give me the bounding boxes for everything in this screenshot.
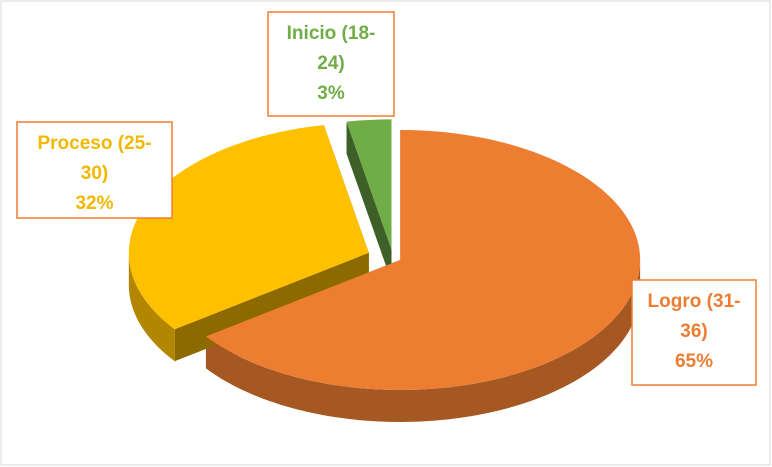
category-label: Inicio (18-24) (287, 23, 376, 74)
label-box (16, 121, 173, 219)
slice-side (346, 121, 392, 282)
slice-edge (205, 259, 641, 422)
slice-edge (128, 252, 175, 362)
label-box (267, 11, 395, 117)
value-label: 32% (75, 193, 113, 214)
slice (346, 119, 392, 250)
value-label: 3% (317, 83, 345, 104)
category-label: Proceso (25-30) (37, 133, 151, 184)
slice (128, 125, 369, 330)
label-box (631, 279, 757, 386)
value-label: 65% (675, 351, 713, 372)
slice (205, 129, 641, 390)
category-label: Logro (31-36) (648, 291, 741, 342)
